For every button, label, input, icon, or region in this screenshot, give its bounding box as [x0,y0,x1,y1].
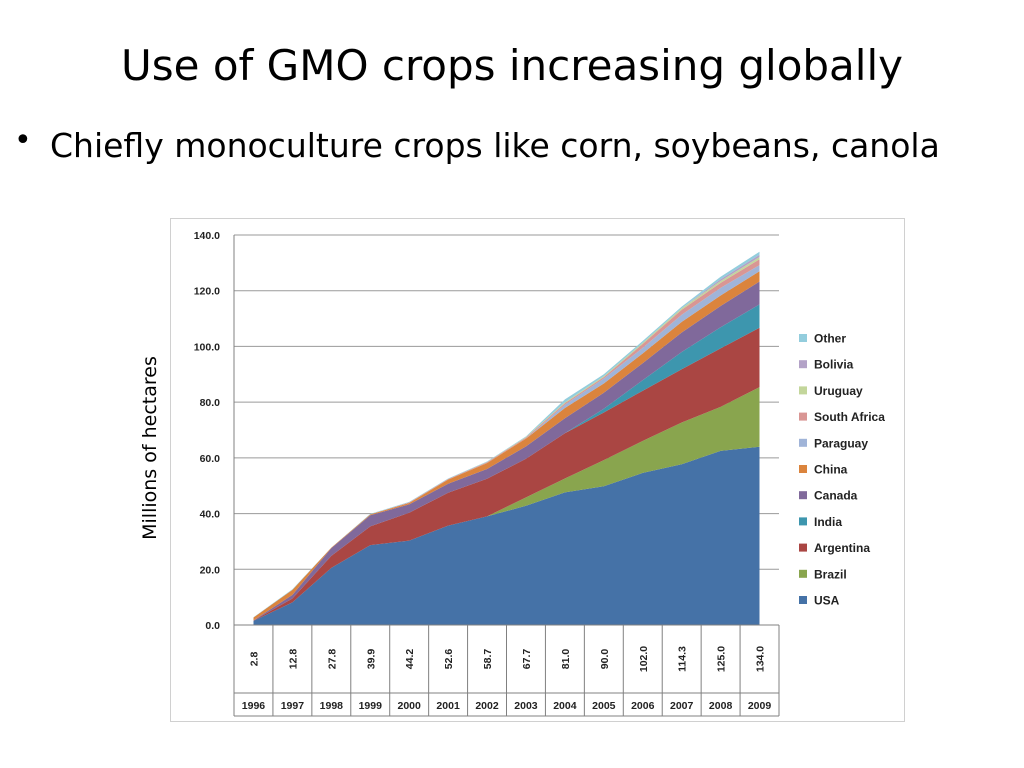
legend-label: China [814,463,848,477]
legend-label: Paraguay [814,436,868,450]
y-tick-label: 60.0 [200,453,221,465]
legend-label: USA [814,594,840,608]
total-data-label: 2.8 [248,652,260,667]
total-data-label: 114.3 [677,646,689,672]
area-paraguay [253,265,760,618]
legend-label: Argentina [814,541,870,555]
legend-label: Brazil [814,567,847,581]
x-tick-label: 2002 [475,700,499,712]
legend-label: Canada [814,489,858,503]
chart: 0.0 20.0 40.0 60.0 80.0 100.0 120.0 140.0 1996 19… [194,230,885,717]
x-tick-label: 2001 [436,700,460,712]
x-tick-label: 2003 [514,700,538,712]
legend-swatch [799,517,807,526]
total-data-label: 39.9 [365,649,377,670]
slide-title: Use of GMO crops increasing globally [121,41,903,90]
legend-label: India [814,515,842,529]
x-tick-label: 2007 [670,700,694,712]
x-tick-label: 1997 [281,700,305,712]
y-tick-label: 140.0 [194,230,220,242]
area-argentina [253,327,760,621]
area-south-africa [253,259,760,618]
y-tick-label: 40.0 [200,509,221,521]
legend-swatch [799,569,807,578]
legend-label: Other [814,332,846,346]
x-tick-label: 2006 [631,700,655,712]
legend-swatch [799,334,807,342]
legend-swatch [799,386,807,395]
chart-frame: 0.0 20.0 40.0 60.0 80.0 100.0 120.0 140.0 1996 19… [170,218,905,722]
legend-swatch [799,438,807,447]
total-data-label: 67.7 [521,649,533,670]
total-data-label: 12.8 [287,649,299,670]
x-tick-label: 2008 [709,700,733,712]
x-tick-label: 2005 [592,700,616,712]
total-data-label: 27.8 [326,649,338,670]
legend-swatch [799,412,807,421]
legend-swatch [799,360,807,369]
x-tick-label: 2009 [748,700,772,712]
x-tick-label: 2004 [553,700,577,712]
legend-label: Bolivia [814,358,854,372]
x-tick-label: 2000 [397,700,421,712]
area-usa [253,446,760,625]
bullet-text: Chiefly monoculture crops like corn, soy… [50,126,940,165]
total-data-label: 102.0 [638,646,650,672]
legend-label: South Africa [814,410,885,424]
x-tick-label: 1998 [320,700,344,712]
legend-swatch [799,491,807,500]
total-data-label: 58.7 [482,649,494,670]
y-tick-label: 0.0 [205,620,220,632]
legend-label: Uruguay [814,384,863,398]
y-tick-label: 120.0 [194,286,220,298]
total-data-label: 81.0 [560,649,572,670]
total-data-label: 90.0 [599,649,611,670]
bullet-marker: • [14,123,32,158]
legend-swatch [799,543,807,552]
area-india [253,304,760,621]
legend-swatch [799,596,807,604]
total-data-label: 125.0 [716,646,728,672]
area-china [253,271,760,621]
y-tick-label: 20.0 [200,564,221,576]
area-canada [253,281,760,621]
total-data-label: 44.2 [404,649,416,670]
y-axis-title: Millions of hectares [139,356,161,540]
total-data-label: 134.0 [755,646,767,672]
y-tick-label: 100.0 [194,341,220,353]
x-tick-label: 1999 [359,700,383,712]
y-tick-label: 80.0 [200,397,221,409]
x-tick-label: 1996 [242,700,266,712]
legend-swatch [799,465,807,473]
total-data-label: 52.6 [443,649,455,670]
